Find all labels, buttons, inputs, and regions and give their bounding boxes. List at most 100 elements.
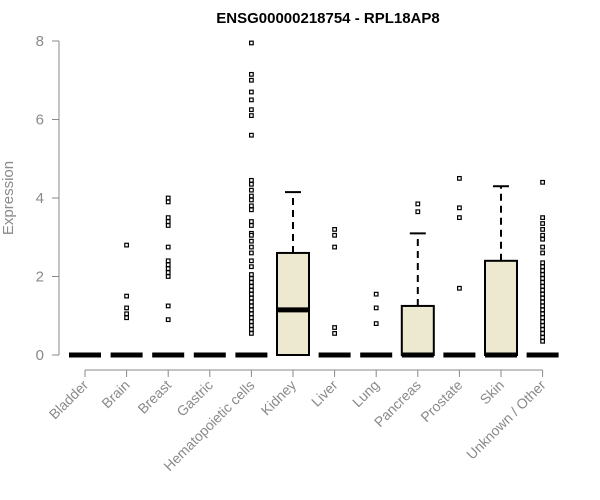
outlier-point <box>249 223 254 228</box>
outlier-point <box>249 203 254 209</box>
y-tick-label: 8 <box>36 33 44 50</box>
outlier-point <box>165 266 171 272</box>
x-tick-label: Prostate <box>417 377 465 425</box>
outlier-point <box>249 276 254 281</box>
outlier-point <box>249 258 254 264</box>
outlier-point <box>332 325 337 330</box>
box-group <box>360 291 393 358</box>
box-iqr <box>400 304 435 356</box>
outlier-point <box>249 77 254 83</box>
outlier-point <box>249 132 254 138</box>
outlier-point <box>249 181 254 187</box>
outlier-point <box>415 209 421 215</box>
outlier-point <box>249 97 254 103</box>
outlier-point <box>124 305 130 311</box>
y-axis: 0 2 4 6 8 <box>36 33 60 364</box>
outlier-point <box>249 250 254 256</box>
outlier-point <box>540 291 545 297</box>
outlier-point <box>332 227 337 232</box>
y-tick-label: 6 <box>36 112 44 129</box>
outlier-point <box>249 319 254 325</box>
y-axis-label: Expression <box>0 161 17 235</box>
outlier-point <box>540 299 545 305</box>
outlier-point <box>457 215 462 221</box>
x-tick-label: Kidney <box>258 377 300 419</box>
outlier-point <box>165 317 171 323</box>
x-tick-label: Bladder <box>46 377 92 423</box>
outlier-point <box>249 107 254 113</box>
outlier-point <box>249 299 254 305</box>
outlier-point <box>249 177 254 183</box>
outlier-point <box>165 195 171 201</box>
outlier-point <box>540 303 545 309</box>
plot-area <box>69 40 559 358</box>
outlier-point <box>540 334 545 340</box>
outlier-point <box>165 215 171 221</box>
outlier-point <box>249 113 254 118</box>
outlier-point <box>249 291 254 297</box>
outlier-point <box>249 40 254 46</box>
outlier-point <box>373 291 379 297</box>
box-group <box>443 175 476 358</box>
box-group <box>276 191 310 356</box>
outlier-point <box>249 207 254 213</box>
outlier-point <box>540 268 545 274</box>
outlier-point <box>249 279 254 285</box>
outlier-point <box>124 315 130 321</box>
outlier-point <box>415 201 421 207</box>
outlier-point <box>165 199 171 205</box>
outlier-point <box>124 242 130 248</box>
outlier-point <box>540 279 545 285</box>
outlier-point <box>540 287 545 293</box>
outlier-point <box>540 311 545 317</box>
outlier-point <box>332 244 337 250</box>
outlier-point <box>332 232 337 238</box>
outlier-point <box>540 227 545 232</box>
outlier-point <box>249 187 254 193</box>
box-iqr <box>484 259 518 356</box>
outlier-point <box>124 311 130 317</box>
outlier-point <box>249 193 254 199</box>
box-iqr <box>276 251 310 356</box>
outlier-point <box>540 272 545 277</box>
outlier-point <box>373 321 379 326</box>
outlier-point <box>540 179 545 185</box>
outlier-point <box>540 260 545 266</box>
outlier-point <box>457 175 462 181</box>
outlier-point <box>249 232 254 238</box>
outlier-point <box>249 272 254 277</box>
box-group <box>318 227 351 358</box>
outlier-point <box>249 238 254 244</box>
outlier-point <box>165 270 171 275</box>
outlier-point <box>249 327 254 332</box>
outlier-point <box>249 283 254 289</box>
outlier-point <box>540 221 545 226</box>
y-tick-label: 0 <box>36 347 44 364</box>
x-tick-label: Unknown / Other <box>463 377 549 463</box>
outlier-point <box>373 305 379 311</box>
box-group <box>110 242 143 358</box>
outlier-point <box>165 303 171 309</box>
outlier-point <box>249 331 254 336</box>
outlier-point <box>165 219 171 224</box>
outlier-point <box>124 293 130 299</box>
outlier-point <box>540 250 545 256</box>
x-tick-label: Lung <box>349 377 382 410</box>
outlier-point <box>165 223 171 228</box>
outlier-point <box>249 315 254 321</box>
outlier-point <box>540 319 545 325</box>
outlier-point <box>249 71 254 77</box>
outlier-point <box>540 338 545 344</box>
outlier-point <box>540 323 545 328</box>
outlier-point <box>540 276 545 281</box>
outlier-point <box>249 311 254 317</box>
box-group <box>235 40 268 358</box>
x-tick-label: Brain <box>98 377 132 411</box>
y-tick-label: 2 <box>36 269 44 286</box>
outlier-point <box>540 232 545 238</box>
outlier-point <box>540 327 545 332</box>
outlier-point <box>540 315 545 321</box>
outlier-point <box>249 264 254 270</box>
